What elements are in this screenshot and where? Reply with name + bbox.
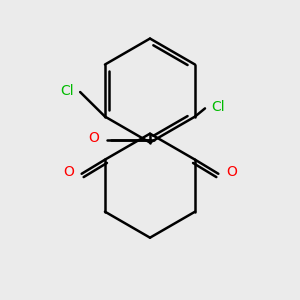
- Text: Cl: Cl: [211, 100, 225, 114]
- Text: O: O: [226, 165, 237, 179]
- Text: Cl: Cl: [61, 84, 74, 98]
- Text: O: O: [88, 131, 100, 145]
- Text: O: O: [63, 165, 74, 179]
